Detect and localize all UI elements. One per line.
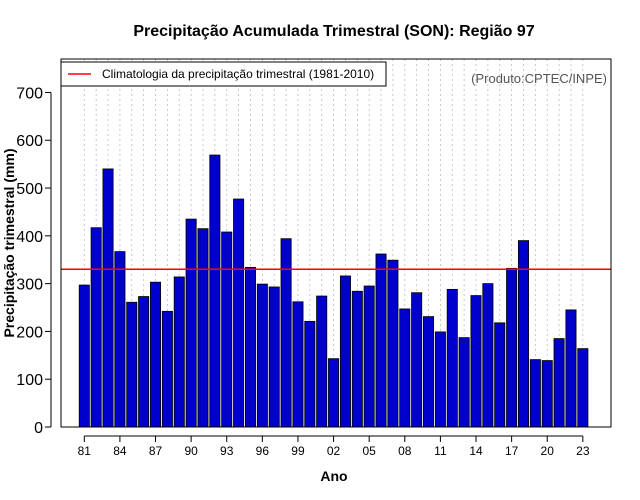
bar-1985 bbox=[126, 301, 138, 428]
x-tick-label: 23 bbox=[576, 444, 590, 458]
y-tick-label: 500 bbox=[16, 181, 43, 198]
bar-1983 bbox=[102, 168, 114, 428]
bar-2022 bbox=[565, 309, 577, 428]
credit-text: (Produto:CPTEC/INPE) bbox=[471, 71, 607, 86]
bar-2006 bbox=[375, 253, 387, 428]
x-tick-label: 81 bbox=[78, 444, 92, 458]
bar-2007 bbox=[387, 259, 399, 428]
bar-2012 bbox=[446, 288, 458, 428]
bar-2023 bbox=[577, 348, 589, 428]
bar-1981 bbox=[78, 284, 90, 428]
x-tick-label: 93 bbox=[220, 444, 234, 458]
bar-2003 bbox=[339, 275, 351, 428]
bar-2011 bbox=[434, 331, 446, 428]
y-axis: 0 100 200 300 400 500 600 700 bbox=[16, 85, 52, 437]
bar-2017 bbox=[506, 267, 518, 428]
bar-2000 bbox=[304, 320, 316, 428]
bar-2016 bbox=[494, 322, 506, 428]
x-tick-label: 20 bbox=[541, 444, 555, 458]
bar-1991 bbox=[197, 228, 209, 428]
bar-2004 bbox=[351, 290, 363, 428]
bar-2009 bbox=[411, 292, 423, 428]
bar-1993 bbox=[221, 231, 233, 428]
bar-2014 bbox=[470, 295, 482, 428]
x-tick-label: 02 bbox=[327, 444, 341, 458]
bar-1995 bbox=[244, 266, 256, 428]
bar-2020 bbox=[541, 360, 553, 428]
y-tick-label: 200 bbox=[16, 324, 43, 341]
y-tick-label: 600 bbox=[16, 133, 43, 150]
x-tick-label: 87 bbox=[149, 444, 163, 458]
bar-1999 bbox=[292, 301, 304, 428]
bar-1989 bbox=[173, 276, 185, 428]
bar-2005 bbox=[363, 285, 375, 428]
x-tick-label: 84 bbox=[113, 444, 127, 458]
y-tick-label: 100 bbox=[16, 372, 43, 389]
bar-1986 bbox=[138, 296, 150, 428]
x-tick-label: 14 bbox=[469, 444, 483, 458]
x-tick-label: 08 bbox=[398, 444, 412, 458]
bar-2015 bbox=[482, 283, 494, 428]
bar-1998 bbox=[280, 238, 292, 428]
chart-title: Precipitação Acumulada Trimestral (SON):… bbox=[133, 23, 534, 40]
x-tick-label: 17 bbox=[505, 444, 519, 458]
bar-2019 bbox=[529, 359, 541, 428]
plot-frame bbox=[60, 58, 612, 428]
bar-1996 bbox=[256, 283, 268, 428]
x-tick-label: 11 bbox=[434, 444, 447, 458]
legend-label: Climatologia da precipitação trimestral … bbox=[102, 67, 374, 81]
bar-1982 bbox=[90, 227, 102, 428]
legend-box bbox=[60, 61, 387, 87]
x-axis-title: Ano bbox=[320, 468, 347, 484]
bar-1987 bbox=[150, 281, 162, 428]
bar-2021 bbox=[553, 338, 565, 428]
y-tick-label: 700 bbox=[16, 85, 43, 102]
bar-1984 bbox=[114, 251, 126, 428]
y-tick-label: 400 bbox=[16, 229, 43, 246]
bar-1990 bbox=[185, 218, 197, 428]
bar-2010 bbox=[423, 316, 435, 428]
y-tick-label: 0 bbox=[34, 420, 43, 437]
bar-1988 bbox=[161, 310, 173, 428]
x-axis: 81 84 87 90 93 96 99 02 05 08 11 14 17 20 23 bbox=[78, 435, 590, 458]
bar-1992 bbox=[209, 154, 221, 428]
x-tick-label: 96 bbox=[256, 444, 270, 458]
x-tick-label: 05 bbox=[363, 444, 377, 458]
x-tick-label: 90 bbox=[184, 444, 198, 458]
y-tick-label: 300 bbox=[16, 277, 43, 294]
legend: Climatologia da precipitação trimestral … bbox=[60, 61, 387, 87]
bar-2002 bbox=[328, 358, 340, 428]
bar-2008 bbox=[399, 308, 411, 428]
bar-2001 bbox=[316, 295, 328, 428]
bar-1997 bbox=[268, 286, 280, 428]
y-axis-title: Precipitação trimestral (mm) bbox=[1, 148, 17, 337]
x-tick-label: 99 bbox=[291, 444, 305, 458]
bar-1994 bbox=[233, 198, 245, 428]
bars bbox=[78, 154, 589, 428]
bar-2013 bbox=[458, 337, 470, 428]
